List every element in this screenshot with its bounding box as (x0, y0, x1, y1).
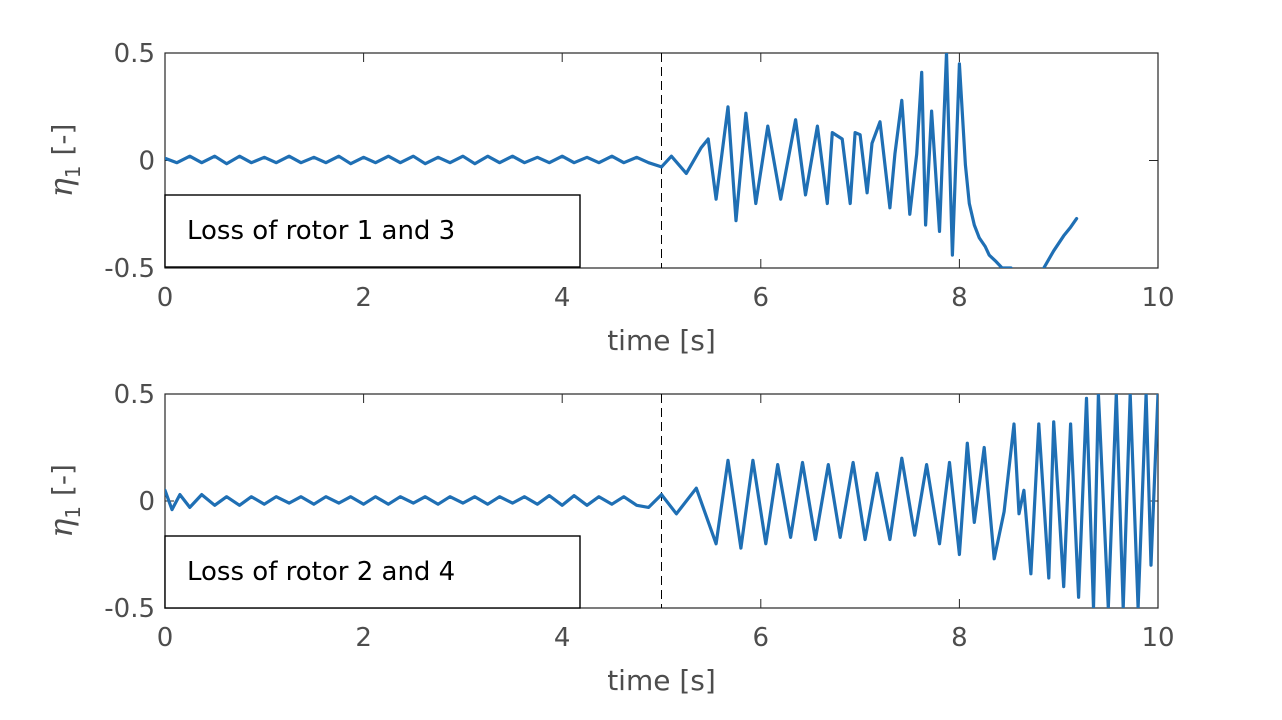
series-line-segment (165, 488, 664, 512)
y-axis-title: η1[-] (42, 124, 85, 198)
x-tick-label: 8 (951, 283, 968, 313)
x-tick-label: 2 (355, 283, 372, 313)
x-tick-label: 6 (753, 623, 770, 653)
annotation-text: Loss of rotor 1 and 3 (187, 216, 455, 246)
x-axis-title: time [s] (607, 664, 716, 697)
x-tick-label: 4 (554, 623, 571, 653)
series-line-segment (165, 154, 664, 169)
annotation-box (164, 535, 581, 609)
x-tick-label: 2 (355, 623, 372, 653)
x-tick-label: 4 (554, 283, 571, 313)
y-axis-title: η1[-] (42, 464, 85, 538)
y-tick-label: 0 (138, 147, 155, 177)
x-tick-label: 6 (753, 283, 770, 313)
series-line-segment (659, 394, 1158, 608)
annotation-box (164, 194, 581, 268)
y-tick-label: 0.5 (114, 380, 155, 410)
x-tick-label: 8 (951, 623, 968, 653)
y-tick-label: -0.5 (104, 594, 155, 624)
y-tick-label: -0.5 (104, 254, 155, 284)
x-tick-label: 0 (157, 283, 174, 313)
annotation-text: Loss of rotor 2 and 4 (187, 557, 455, 587)
x-tick-label: 10 (1141, 283, 1174, 313)
x-tick-label: 0 (157, 623, 174, 653)
x-tick-label: 10 (1141, 623, 1174, 653)
y-tick-label: 0 (138, 487, 155, 517)
series-line-segment (1042, 217, 1079, 268)
x-axis-title: time [s] (607, 324, 716, 357)
series-line-segment (659, 53, 1013, 268)
y-tick-label: 0.5 (114, 39, 155, 69)
